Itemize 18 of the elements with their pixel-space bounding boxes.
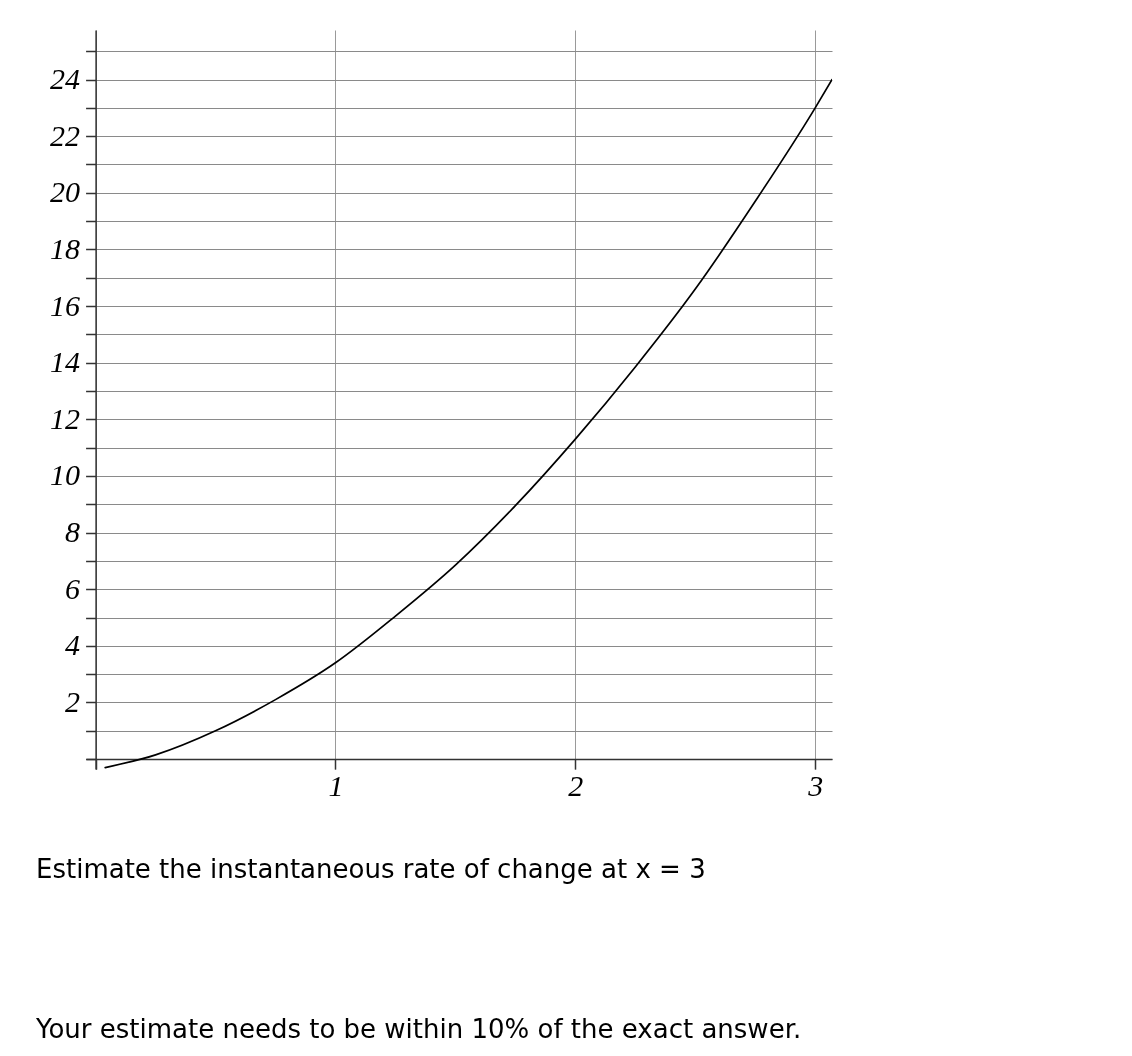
y-tick-label: 6 bbox=[65, 571, 81, 605]
y-tick-label: 10 bbox=[50, 458, 81, 492]
text: Estimate the instantaneous rate of change at x = 3 bbox=[36, 854, 706, 884]
y-tick-label: 16 bbox=[50, 288, 81, 322]
y-tick-label: 20 bbox=[50, 175, 81, 209]
y-tick-label: 24 bbox=[50, 62, 81, 96]
y-tick-label: 14 bbox=[50, 345, 81, 379]
y-tick-label: 8 bbox=[65, 515, 81, 549]
y-tick-label: 18 bbox=[50, 231, 81, 265]
x-tick-label: 2 bbox=[568, 768, 584, 802]
y-tick-label: 4 bbox=[65, 628, 81, 662]
line-series bbox=[104, 78, 832, 769]
y-tick-label: 12 bbox=[50, 401, 81, 435]
text: Your estimate needs to be within 10% of the exact answer. bbox=[35, 1014, 802, 1044]
x-tick-label: 3 bbox=[807, 768, 824, 802]
y-tick-label: 2 bbox=[65, 684, 81, 718]
y-tick-label: 22 bbox=[50, 118, 81, 152]
x-tick-label: 1 bbox=[328, 768, 344, 802]
